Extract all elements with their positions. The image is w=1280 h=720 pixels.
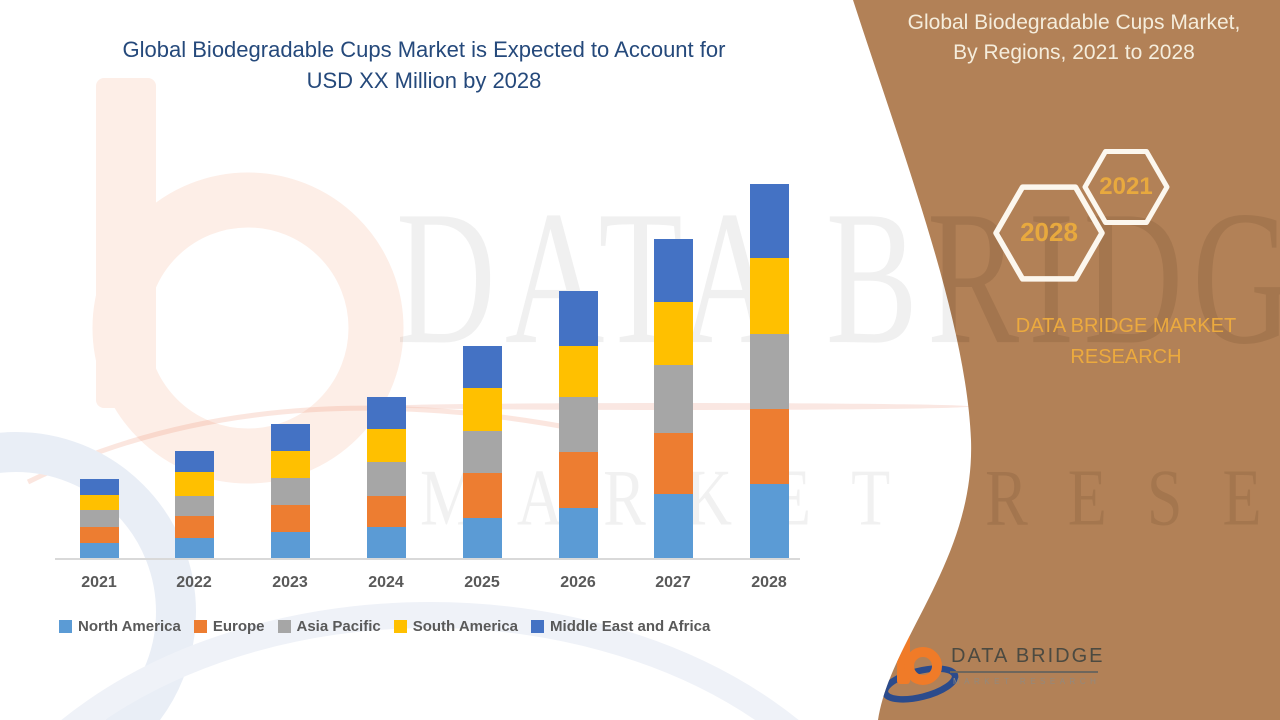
- bar-segment-europe: [270, 505, 310, 532]
- bar-chart-plot-area: [79, 184, 789, 559]
- legend-label: Asia Pacific: [296, 618, 381, 635]
- legend-label: Europe: [212, 618, 265, 635]
- legend-label: Middle East and Africa: [550, 618, 711, 635]
- bar-segment-middle-east-and-africa: [79, 479, 119, 495]
- bar-segment-asia-pacific: [79, 510, 119, 527]
- hexagon-2021-icon: [1085, 152, 1167, 223]
- x-axis-tick-labels: 2021 2022 2023 2024 2025 2026 2027 2028: [0, 574, 810, 596]
- side-panel-header-line1: Global Biodegradable Cups Market,: [907, 11, 1241, 34]
- bar-2026: [558, 291, 598, 559]
- bar-segment-south-america: [462, 388, 502, 431]
- bar-segment-middle-east-and-africa: [462, 346, 502, 388]
- legend-swatch-icon: [193, 620, 207, 633]
- bar-segment-europe: [749, 409, 789, 484]
- watermark-blue-ring: [0, 432, 196, 720]
- legend-swatch-icon: [59, 620, 72, 633]
- footer-logo-wordmark: DATA BRIDGE: [951, 645, 1105, 667]
- hexagon-2021-label: 2021: [1099, 173, 1152, 200]
- bar-segment-north-america: [79, 543, 119, 559]
- side-panel-header: Global Biodegradable Cups Market, By Reg…: [876, 8, 1272, 68]
- bar-2021: [79, 479, 119, 559]
- x-tick-2021: 2021: [81, 574, 117, 591]
- bar-segment-europe: [366, 496, 406, 527]
- x-tick-2026: 2026: [560, 574, 596, 591]
- logo-swoosh-icon: [882, 663, 958, 706]
- x-tick-2022: 2022: [176, 574, 212, 591]
- bar-2025: [462, 346, 502, 559]
- watermark-gray-swoosh: [61, 602, 799, 720]
- panel-brand-line2: RESEARCH: [1070, 346, 1182, 368]
- bar-segment-europe: [462, 473, 502, 518]
- bar-segment-south-america: [749, 258, 789, 334]
- x-tick-2024: 2024: [368, 574, 404, 591]
- legend: North America Europe Asia Pacific South Ame…: [59, 618, 710, 635]
- bar-segment-asia-pacific: [558, 397, 598, 452]
- bar-segment-asia-pacific: [749, 334, 789, 409]
- x-tick-2027: 2027: [655, 574, 691, 591]
- bar-2022: [174, 451, 214, 559]
- x-tick-2023: 2023: [272, 574, 308, 591]
- bar-segment-south-america: [79, 495, 119, 510]
- bar-segment-europe: [653, 433, 693, 494]
- bar-segment-europe: [558, 452, 598, 508]
- footer-logo-subtext: MARKET RESEARCH: [953, 677, 1101, 686]
- bar-segment-europe: [174, 516, 214, 538]
- legend-item-south-america: South America: [393, 618, 519, 635]
- x-tick-2025: 2025: [464, 574, 500, 591]
- bar-segment-south-america: [653, 302, 693, 365]
- x-tick-2028: 2028: [751, 574, 787, 591]
- panel-brand-text: DATA BRIDGE MARKET RESEARCH: [975, 311, 1277, 373]
- side-panel-header-line2: By Regions, 2021 to 2028: [953, 41, 1195, 64]
- bar-segment-north-america: [174, 538, 214, 559]
- bar-segment-middle-east-and-africa: [749, 184, 789, 258]
- chart-title-line2: USD XX Million by 2028: [306, 68, 542, 93]
- x-axis-line: [55, 558, 800, 560]
- bar-segment-north-america: [749, 484, 789, 559]
- bar-segment-south-america: [270, 451, 310, 478]
- legend-item-middle-east-and-africa: Middle East and Africa: [531, 618, 710, 635]
- bar-segment-europe: [79, 527, 119, 543]
- bar-2024: [366, 397, 406, 559]
- bar-segment-middle-east-and-africa: [366, 397, 406, 429]
- bar-segment-middle-east-and-africa: [558, 291, 598, 346]
- chart-title-line1: Global Biodegradable Cups Market is Expe…: [122, 37, 726, 62]
- panel-brand-line1: DATA BRIDGE MARKET: [1015, 315, 1237, 337]
- bar-2027: [653, 239, 693, 559]
- bar-segment-north-america: [653, 494, 693, 559]
- bar-segment-asia-pacific: [270, 478, 310, 505]
- bar-segment-north-america: [462, 518, 502, 559]
- bar-segment-south-america: [366, 429, 406, 462]
- chart-title: Global Biodegradable Cups Market is Expe…: [59, 34, 789, 96]
- bar-segment-asia-pacific: [366, 462, 406, 496]
- bar-segment-asia-pacific: [462, 431, 502, 473]
- hexagon-2028-icon: [996, 187, 1102, 279]
- legend-label: North America: [78, 618, 181, 635]
- footer-logo-underline: [950, 671, 1098, 673]
- bar-2023: [270, 424, 310, 559]
- hexagon-2028-label: 2028: [1020, 217, 1078, 247]
- legend-label: South America: [412, 618, 519, 635]
- bar-segment-middle-east-and-africa: [174, 451, 214, 472]
- bar-segment-south-america: [558, 346, 598, 397]
- watermark-b-bowl: [92, 172, 404, 484]
- bar-segment-south-america: [174, 472, 214, 496]
- bar-segment-middle-east-and-africa: [270, 424, 310, 451]
- bar-segment-asia-pacific: [653, 365, 693, 433]
- bar-segment-middle-east-and-africa: [653, 239, 693, 302]
- legend-swatch-icon: [531, 620, 545, 633]
- bar-segment-asia-pacific: [174, 496, 214, 516]
- legend-item-europe: Europe: [193, 618, 265, 635]
- bar-segment-north-america: [366, 527, 406, 559]
- bar-segment-north-america: [558, 508, 598, 559]
- bar-2028: [749, 184, 789, 559]
- legend-item-asia-pacific: Asia Pacific: [277, 618, 381, 635]
- legend-item-north-america: North America: [59, 618, 181, 635]
- bar-segment-north-america: [270, 532, 310, 559]
- legend-swatch-icon: [277, 620, 291, 633]
- legend-swatch-icon: [393, 620, 407, 633]
- logo-b-bowl-icon: [909, 652, 937, 680]
